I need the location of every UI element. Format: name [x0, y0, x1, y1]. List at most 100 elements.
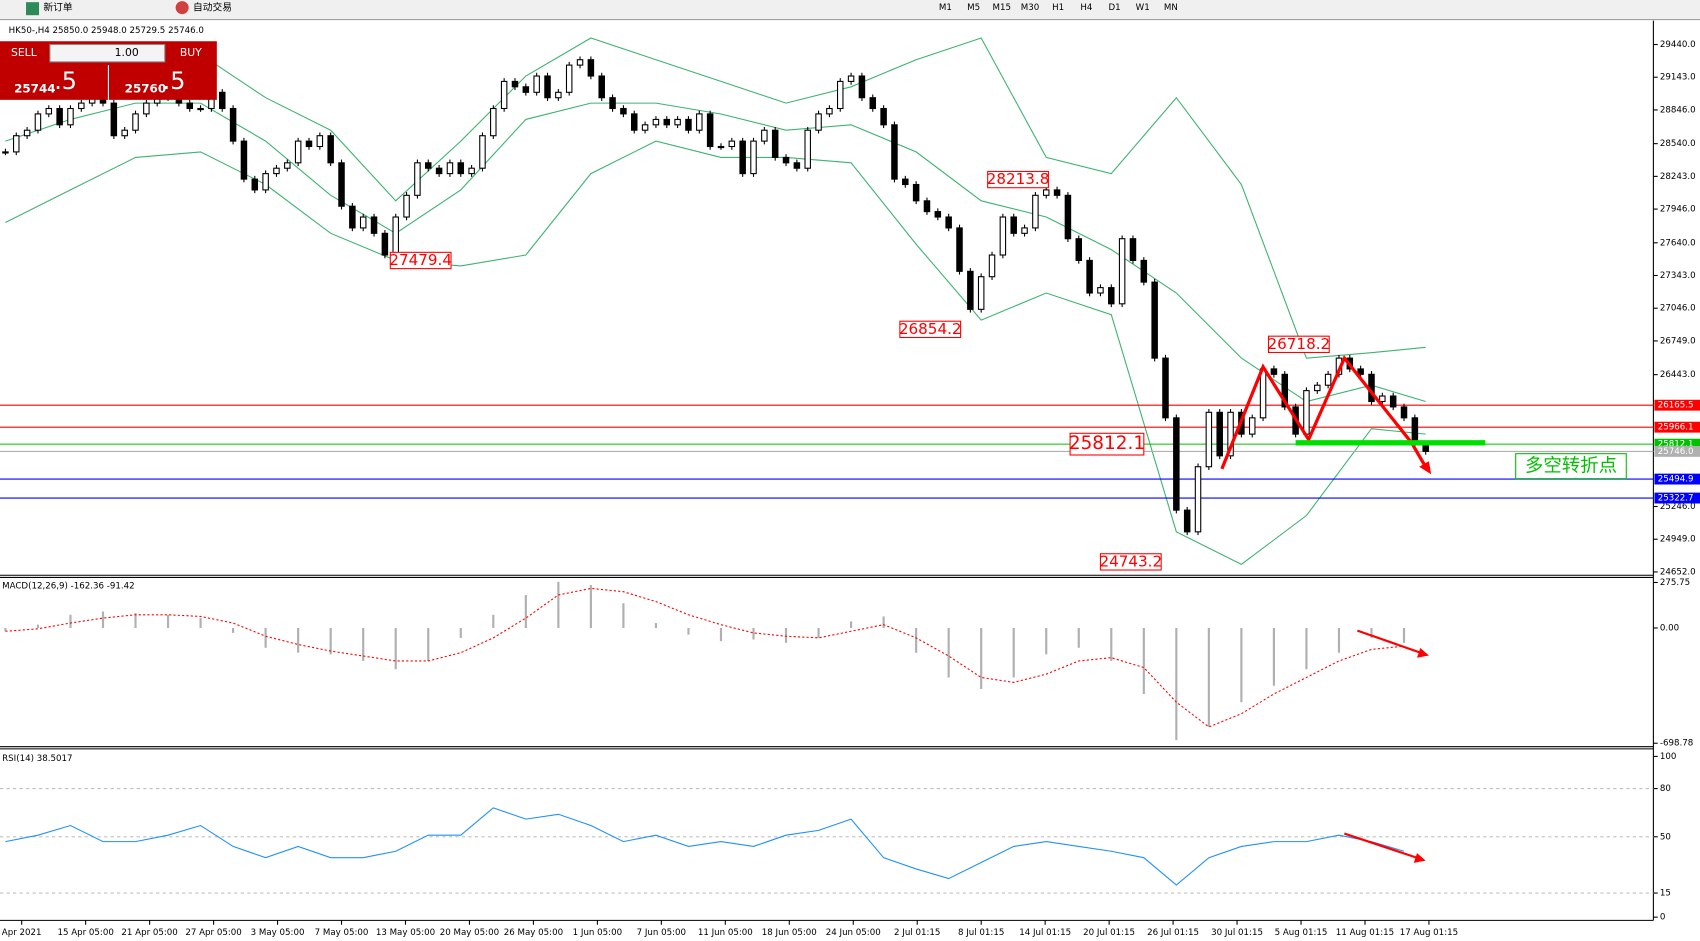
candle [56, 107, 63, 126]
timeframe-button[interactable]: W1 [1136, 3, 1150, 13]
candle [999, 216, 1007, 256]
candle [34, 113, 42, 131]
macd-arrow [1357, 629, 1423, 655]
lots-input[interactable] [49, 43, 166, 63]
timeframe-button[interactable]: M15 [993, 3, 1011, 13]
candle [685, 118, 692, 131]
buy-price[interactable]: 25760 [125, 81, 166, 95]
macd-tick-label: -698.78 [1660, 739, 1693, 749]
candle [435, 167, 443, 175]
candle [229, 107, 237, 142]
candle [912, 183, 920, 202]
candle [576, 59, 584, 66]
timeframe-button[interactable]: M5 [967, 3, 980, 13]
buy-button[interactable]: BUY [180, 46, 202, 59]
candle [273, 167, 280, 175]
price-level-tag [1654, 492, 1700, 504]
candle [652, 118, 660, 126]
candle [847, 75, 855, 82]
candle [284, 162, 291, 169]
timeframe-button[interactable]: M30 [1021, 3, 1039, 13]
timeframe-button[interactable]: D1 [1108, 3, 1120, 13]
x-tick-label: 11 Jun 05:00 [698, 928, 753, 938]
candle [956, 227, 963, 272]
auto-trading-button[interactable]: 自动交易 [193, 1, 232, 14]
candle [1064, 194, 1072, 240]
candle [1227, 411, 1234, 457]
x-tick-label: 30 Jul 01:15 [1211, 928, 1263, 938]
price-level-tag [1654, 445, 1700, 457]
x-tick-label: 7 May 05:00 [315, 928, 369, 938]
buy-pips[interactable]: .5 [163, 67, 186, 95]
candle [262, 173, 269, 191]
candle [1259, 368, 1267, 419]
candle [424, 162, 432, 169]
candle [240, 140, 248, 180]
rsi-title: RSI(14) 38.5017 [2, 754, 72, 764]
candle [294, 140, 302, 164]
trade-panel: SELL 1.00 BUY 25744 .5 25760 .5 [0, 41, 217, 100]
candle [316, 135, 324, 148]
candle [1270, 368, 1278, 375]
chart-window [0, 20, 1700, 941]
candle [1042, 189, 1050, 196]
macd-title: MACD(12,26,9) -162.36 -91.42 [2, 582, 134, 592]
price-level-tag [1654, 473, 1700, 485]
sell-button[interactable]: SELL [11, 46, 37, 59]
timeframe-button[interactable]: H4 [1080, 3, 1093, 13]
price-level-label: 26165.5 [1658, 401, 1694, 411]
toolbar [0, 0, 1700, 20]
macd-tick-label: 0.00 [1660, 623, 1679, 633]
timeframe-button[interactable]: H1 [1052, 3, 1064, 13]
price-level-label: 25812.1 [1658, 440, 1694, 450]
candle [2, 151, 9, 154]
x-tick-label: 26 May 05:00 [504, 928, 563, 938]
candle [349, 205, 356, 229]
sell-pips[interactable]: .5 [54, 67, 77, 95]
candle [1173, 417, 1180, 511]
lots-value[interactable]: 1.00 [115, 46, 139, 59]
candle [609, 97, 616, 110]
timeframe-button[interactable]: MN [1164, 3, 1178, 13]
candle [674, 118, 681, 126]
candle [1108, 287, 1115, 305]
new-order-button[interactable]: 新订单 [43, 1, 72, 14]
macd-tick-label: 275.75 [1660, 578, 1690, 588]
candle [1205, 411, 1213, 468]
candle [826, 107, 833, 115]
candle [338, 162, 345, 207]
new-order-icon[interactable] [26, 2, 40, 16]
candle [1140, 259, 1148, 283]
candle [1075, 238, 1083, 261]
timeframe-button[interactable]: M1 [939, 3, 952, 13]
candle [1183, 509, 1191, 533]
auto-trading-icon[interactable] [175, 1, 189, 15]
price-level-label: 25322.7 [1658, 494, 1694, 504]
candle [143, 102, 150, 115]
candle [403, 194, 410, 218]
candle [1281, 373, 1289, 408]
candle [511, 80, 519, 88]
x-tick-label: 11 Aug 01:15 [1336, 928, 1394, 938]
price-level-label: 25746.0 [1658, 447, 1694, 457]
y-tick-label: 28846.0 [1660, 105, 1696, 115]
y-tick-label: 26443.0 [1660, 370, 1696, 380]
candle [121, 129, 128, 137]
candle [977, 276, 985, 310]
price-annotation: 26854.2 [899, 320, 962, 338]
candle [186, 102, 193, 110]
x-tick-label: 18 Jun 05:00 [762, 928, 817, 938]
x-tick-label: Apr 2021 [2, 928, 42, 938]
candle [1194, 466, 1202, 533]
x-tick-label: 1 Jun 05:00 [573, 928, 622, 938]
candle [67, 107, 74, 126]
candle [988, 254, 996, 278]
sell-price[interactable]: 25744 [14, 81, 55, 95]
candle [1118, 238, 1126, 305]
candle [902, 178, 909, 186]
price-annotation: 28213.8 [987, 170, 1050, 188]
candle [1129, 238, 1137, 261]
candle [533, 75, 540, 93]
candle [641, 124, 649, 131]
